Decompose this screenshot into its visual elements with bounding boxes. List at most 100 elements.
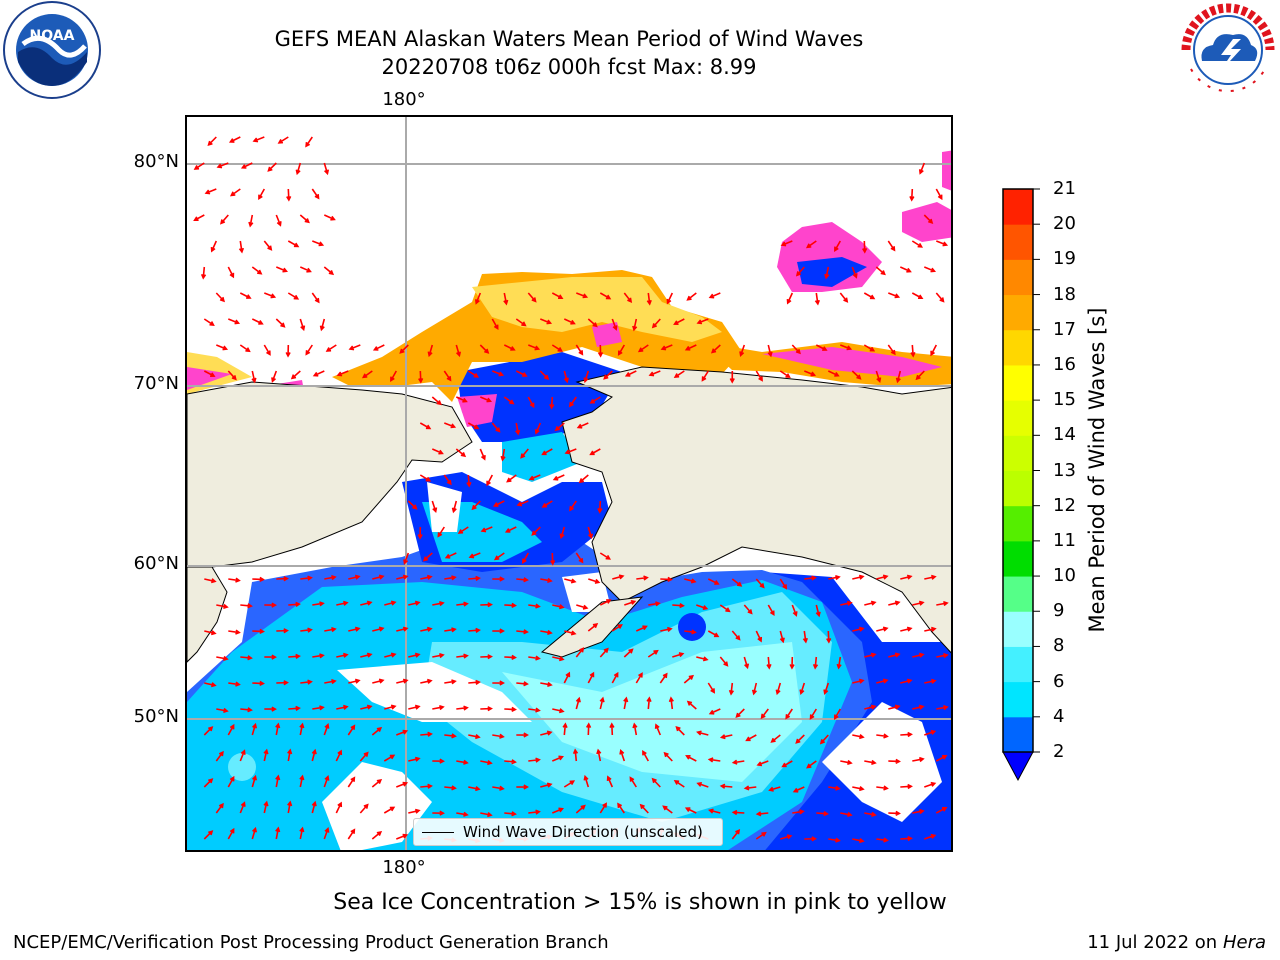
wind-wave-arrow <box>248 214 254 228</box>
wind-wave-arrow <box>585 722 592 736</box>
colorbar-tick-label: 19 <box>1053 248 1076 270</box>
colorbar-tick-label: 13 <box>1053 459 1076 481</box>
wind-wave-arrow <box>575 696 581 710</box>
wind-wave-arrow <box>455 396 468 403</box>
wind-wave-arrow <box>563 671 571 684</box>
wind-wave-arrow <box>456 705 469 711</box>
wind-wave-arrow <box>646 696 652 710</box>
wind-wave-arrow <box>312 653 325 659</box>
wind-wave-arrow <box>492 733 505 739</box>
wind-wave-arrow <box>323 162 330 176</box>
wind-wave-arrow <box>444 575 457 581</box>
colorbar-tick-label: 17 <box>1053 318 1076 340</box>
wind-wave-arrow <box>799 682 806 696</box>
wind-wave-arrow <box>840 344 853 351</box>
wind-wave-arrow <box>515 370 528 377</box>
wind-wave-arrow <box>305 136 313 148</box>
wind-wave-arrow <box>587 318 598 328</box>
wind-wave-arrow <box>319 318 326 332</box>
wind-wave-arrow <box>915 370 925 381</box>
wind-wave-arrow <box>372 678 385 684</box>
wind-wave-arrow <box>623 648 634 658</box>
wind-wave-arrow <box>203 830 214 840</box>
wind-wave-arrow <box>348 678 361 684</box>
wind-wave-arrow <box>597 500 603 514</box>
wind-wave-arrow <box>672 602 685 609</box>
wind-wave-arrow <box>731 809 745 816</box>
colorbar-segment <box>1003 189 1033 225</box>
colorbar-tick-label: 10 <box>1053 565 1076 587</box>
wind-wave-arrow <box>480 811 493 818</box>
wind-wave-arrow <box>420 783 433 789</box>
wind-wave-arrow <box>795 266 805 277</box>
wind-wave-arrow <box>251 266 263 275</box>
wind-wave-arrow <box>541 500 553 508</box>
wind-wave-arrow <box>635 672 643 684</box>
wind-wave-arrow <box>503 344 516 351</box>
wind-wave-arrow <box>384 704 397 710</box>
wind-wave-arrow <box>552 708 565 714</box>
wind-wave-arrow <box>540 730 553 736</box>
wind-wave-arrow <box>216 162 229 169</box>
wind-wave-arrow <box>263 800 269 814</box>
wind-wave-arrow <box>251 774 258 788</box>
wind-wave-arrow <box>864 600 877 606</box>
wind-wave-arrow <box>588 578 601 584</box>
wind-wave-arrow <box>531 526 541 536</box>
wind-wave-arrow <box>786 292 794 305</box>
wind-wave-arrow <box>876 626 889 632</box>
colorbar-tick-label: 12 <box>1053 494 1076 516</box>
wind-wave-arrow <box>312 370 325 377</box>
wind-wave-arrow <box>480 759 493 766</box>
wind-wave-arrow <box>887 240 896 252</box>
wind-wave-arrow <box>756 760 769 767</box>
wind-wave-arrow <box>522 552 530 565</box>
wind-wave-arrow <box>785 708 793 720</box>
wind-wave-arrow <box>312 601 325 607</box>
wind-wave-arrow <box>666 292 674 305</box>
wind-wave-arrow <box>673 780 685 788</box>
wind-wave-arrow <box>528 474 541 481</box>
wind-wave-arrow <box>809 708 817 720</box>
wind-wave-arrow <box>619 748 626 762</box>
wind-wave-arrow <box>924 266 937 273</box>
wind-wave-arrow <box>275 266 288 273</box>
wind-wave-arrow <box>578 474 589 484</box>
colorbar-tick-label: 18 <box>1053 283 1076 305</box>
wind-wave-arrow <box>632 722 638 736</box>
wind-wave-arrow <box>719 656 729 667</box>
wind-wave-arrow <box>451 500 458 514</box>
wind-wave-arrow <box>791 604 798 617</box>
wind-wave-arrow <box>311 748 317 762</box>
wind-wave-arrow <box>719 783 733 789</box>
wind-wave-arrow <box>623 292 633 304</box>
wind-wave-arrow <box>390 370 398 383</box>
wind-wave-arrow <box>863 344 876 352</box>
wind-wave-arrow <box>455 448 467 458</box>
wind-wave-arrow <box>572 748 579 762</box>
wind-wave-arrow <box>791 344 801 355</box>
wind-wave-arrow <box>781 760 793 768</box>
wind-wave-arrow <box>288 705 301 712</box>
wind-wave-arrow <box>203 726 214 736</box>
colorbar-segment <box>1003 540 1033 577</box>
wind-wave-arrow <box>575 804 586 814</box>
wind-wave-arrow <box>708 292 721 299</box>
wind-wave-arrow <box>336 652 349 658</box>
wind-wave-arrow <box>503 396 515 405</box>
wind-wave-arrow <box>216 603 229 610</box>
wind-wave-arrow <box>419 474 432 482</box>
wind-wave-arrow <box>900 678 913 684</box>
wind-wave-arrow <box>515 422 521 436</box>
wind-wave-arrow <box>935 754 948 762</box>
wind-wave-arrow <box>662 805 673 814</box>
wind-wave-arrow <box>766 656 772 670</box>
wind-wave-arrow <box>431 448 444 455</box>
wind-wave-arrow <box>471 500 481 511</box>
wind-wave-arrow <box>852 678 865 684</box>
wind-wave-arrow <box>486 474 494 487</box>
wind-wave-arrow <box>792 809 805 815</box>
wind-wave-arrow <box>193 214 205 222</box>
wind-wave-arrow <box>864 704 877 710</box>
wind-wave-arrow <box>789 656 795 670</box>
